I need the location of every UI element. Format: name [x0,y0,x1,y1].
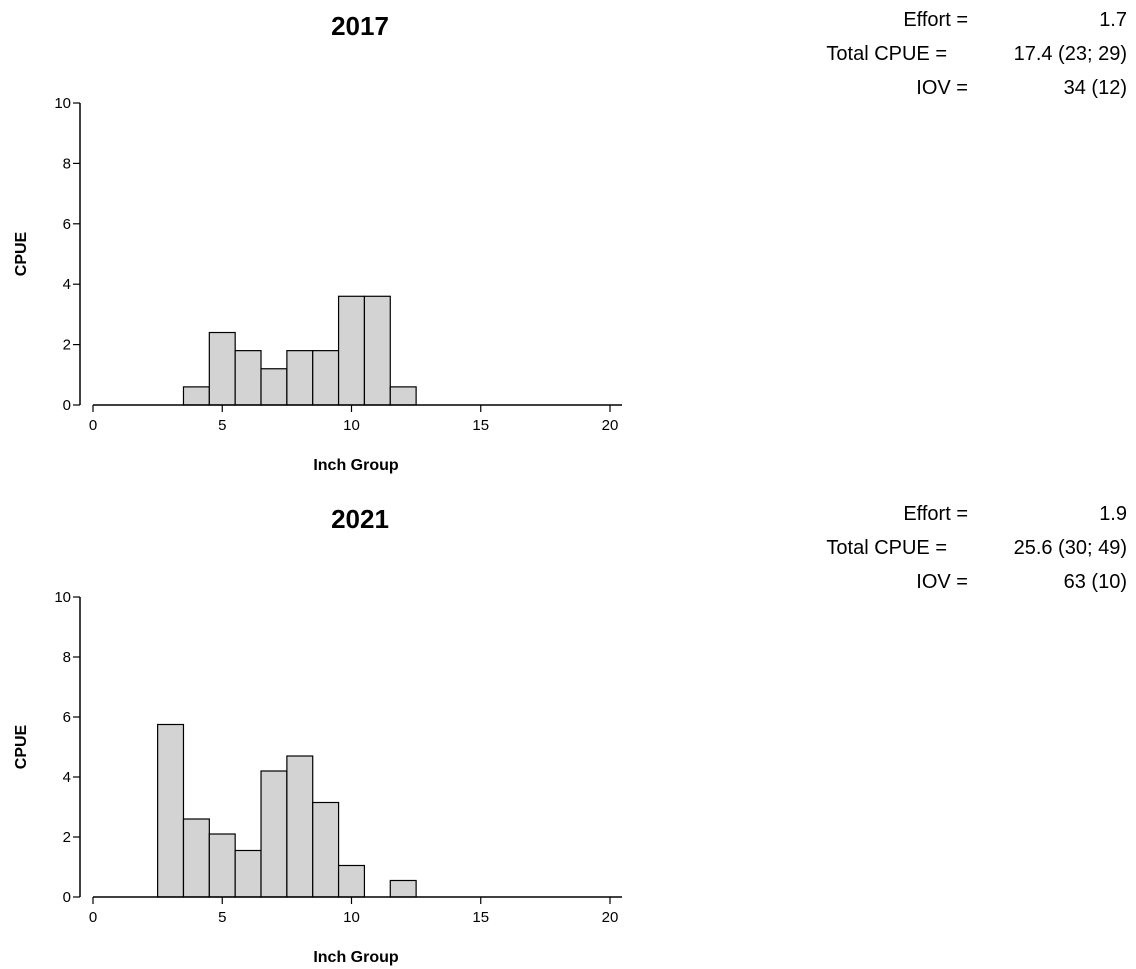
total-cpue-label: Total CPUE = [826,43,947,65]
histogram-bar [286,755,314,898]
x-tick-label: 15 [472,417,489,434]
x-axis-title: Inch Group [313,457,399,474]
x-tick-label: 5 [218,909,226,926]
chart-title: 2021 [331,504,389,534]
histogram-bar [234,849,262,898]
x-tick-label: 5 [218,417,226,434]
x-tick-label: 15 [472,909,489,926]
y-tick-label: 10 [54,589,71,606]
effort-label: Effort = [903,9,968,31]
effort-value: 1.9 [1099,503,1127,525]
chart-panel-2021: 2021 0 5 10 15 20 0 2 4 6 8 10 Inch Group CPUE Effort … [13,503,1127,966]
y-tick-label: 2 [63,829,71,846]
y-tick-label: 8 [63,155,71,172]
iov-label: IOV = [916,77,968,99]
effort-label: Effort = [903,503,968,525]
y-axis-title: CPUE [13,231,30,276]
y-tick-label: 2 [63,337,71,354]
total-cpue-value: 17.4 (23; 29) [1014,43,1127,65]
histogram-bar [312,801,340,898]
y-tick-label: 4 [63,276,71,293]
x-axis-title: Inch Group [313,949,399,966]
x-tick-label: 20 [602,417,619,434]
y-axis-title: CPUE [13,724,30,769]
y-tick-label: 10 [54,95,71,112]
histogram-bar [208,833,236,898]
effort-value: 1.7 [1099,9,1127,31]
chart-panel-2017: 2017 0 5 10 15 20 0 2 4 6 8 10 Inch Group CPUE Effort … [13,9,1127,474]
x-tick-label: 20 [602,909,619,926]
histogram-bar [363,295,391,406]
histogram-bar [157,723,185,898]
histogram-bar [337,864,366,898]
histogram-bar [389,879,417,898]
histogram-bar [260,368,288,406]
y-tick-label: 0 [63,397,71,414]
y-tick-label: 8 [63,649,71,666]
stats-block: Effort = 1.7 Total CPUE = 17.4 (23; 29) IOV … [826,9,1127,99]
iov-label: IOV = [916,571,968,593]
x-tick-label: 0 [89,909,97,926]
y-tick-label: 4 [63,769,71,786]
total-cpue-label: Total CPUE = [826,537,947,559]
y-tick-label: 0 [63,889,71,906]
histogram-bar [286,350,314,406]
iov-value: 63 (10) [1064,571,1127,593]
histogram-bar [234,350,262,406]
chart-title: 2017 [331,11,389,41]
y-tick-label: 6 [63,709,71,726]
stats-block: Effort = 1.9 Total CPUE = 25.6 (30; 49) IOV … [826,503,1127,593]
histogram-bar [260,770,288,898]
histogram-bar [389,386,417,406]
x-tick-label: 10 [343,417,360,434]
iov-value: 34 (12) [1064,77,1127,99]
histogram-bar [182,386,210,406]
total-cpue-value: 25.6 (30; 49) [1014,537,1127,559]
histogram-bar [312,350,340,406]
x-tick-label: 0 [89,417,97,434]
histogram-bar [208,331,236,406]
histogram-bar [337,295,366,406]
x-tick-label: 10 [343,909,360,926]
y-tick-label: 6 [63,216,71,233]
histogram-bar [182,818,210,898]
